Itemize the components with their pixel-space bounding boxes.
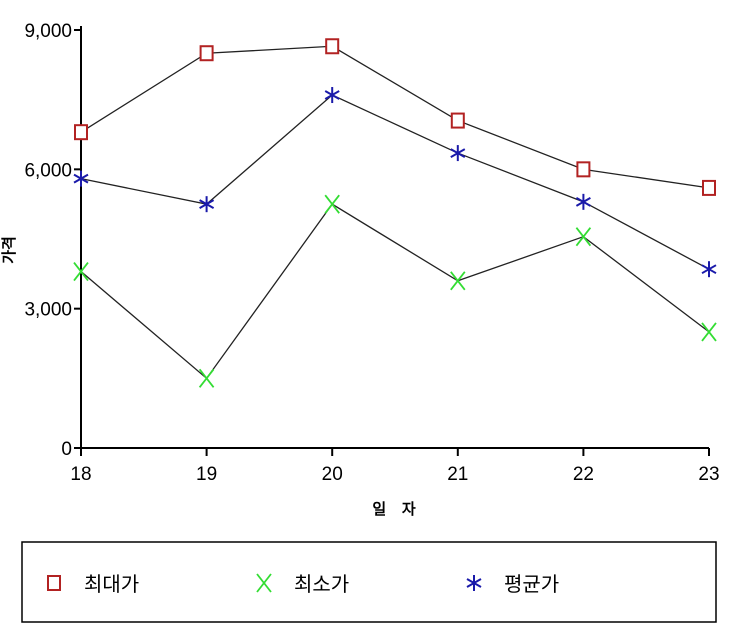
x-tick-label: 19 <box>196 464 217 485</box>
x-tick-label: 20 <box>322 464 343 485</box>
legend-marker-1 <box>256 573 272 593</box>
data-point-2-5 <box>701 261 717 278</box>
legend-label-1: 최소가 <box>294 572 349 596</box>
data-point-2-1 <box>199 196 215 213</box>
legend-marker-0 <box>47 575 61 591</box>
legend-label-2: 평균가 <box>504 572 559 596</box>
x-tick-label: 22 <box>573 464 594 485</box>
data-point-2-3 <box>450 145 466 162</box>
data-point-0-4 <box>576 161 591 178</box>
series-line-2 <box>80 94 710 270</box>
legend: 최대가 최소가 평균가 <box>21 541 717 623</box>
legend-label-0: 최대가 <box>84 572 139 596</box>
x-tick-label: 18 <box>70 464 91 485</box>
y-tick-label: 3,000 <box>24 300 72 321</box>
series-layer <box>73 38 717 388</box>
data-point-0-1 <box>199 45 214 62</box>
x-axis-title: 일 자 <box>372 500 415 518</box>
data-point-1-0 <box>73 261 89 282</box>
y-axis-title: 가격 <box>0 236 18 264</box>
y-tick-label: 0 <box>61 439 72 460</box>
data-point-1-3 <box>450 271 466 291</box>
data-point-0-0 <box>74 124 88 141</box>
data-point-2-4 <box>575 193 591 210</box>
data-point-0-5 <box>702 179 716 196</box>
series-line-1 <box>80 203 710 380</box>
x-tick-label: 23 <box>698 464 719 485</box>
data-point-0-2 <box>325 38 340 55</box>
data-point-1-4 <box>575 227 592 247</box>
data-point-1-1 <box>198 368 215 388</box>
y-tick-label: 9,000 <box>24 21 72 42</box>
data-point-1-2 <box>324 194 340 214</box>
series-line-0 <box>80 45 710 189</box>
x-tick-label: 21 <box>447 464 468 485</box>
data-point-2-0 <box>73 170 89 187</box>
axes: 0 3,000 6,000 9,000 18 19 20 21 22 23 <box>24 21 719 485</box>
data-point-2-2 <box>324 87 340 104</box>
legend-box <box>21 541 717 623</box>
data-point-0-3 <box>450 112 465 129</box>
data-point-1-5 <box>701 322 717 342</box>
legend-marker-2 <box>466 575 482 591</box>
y-tick-label: 6,000 <box>24 160 72 181</box>
